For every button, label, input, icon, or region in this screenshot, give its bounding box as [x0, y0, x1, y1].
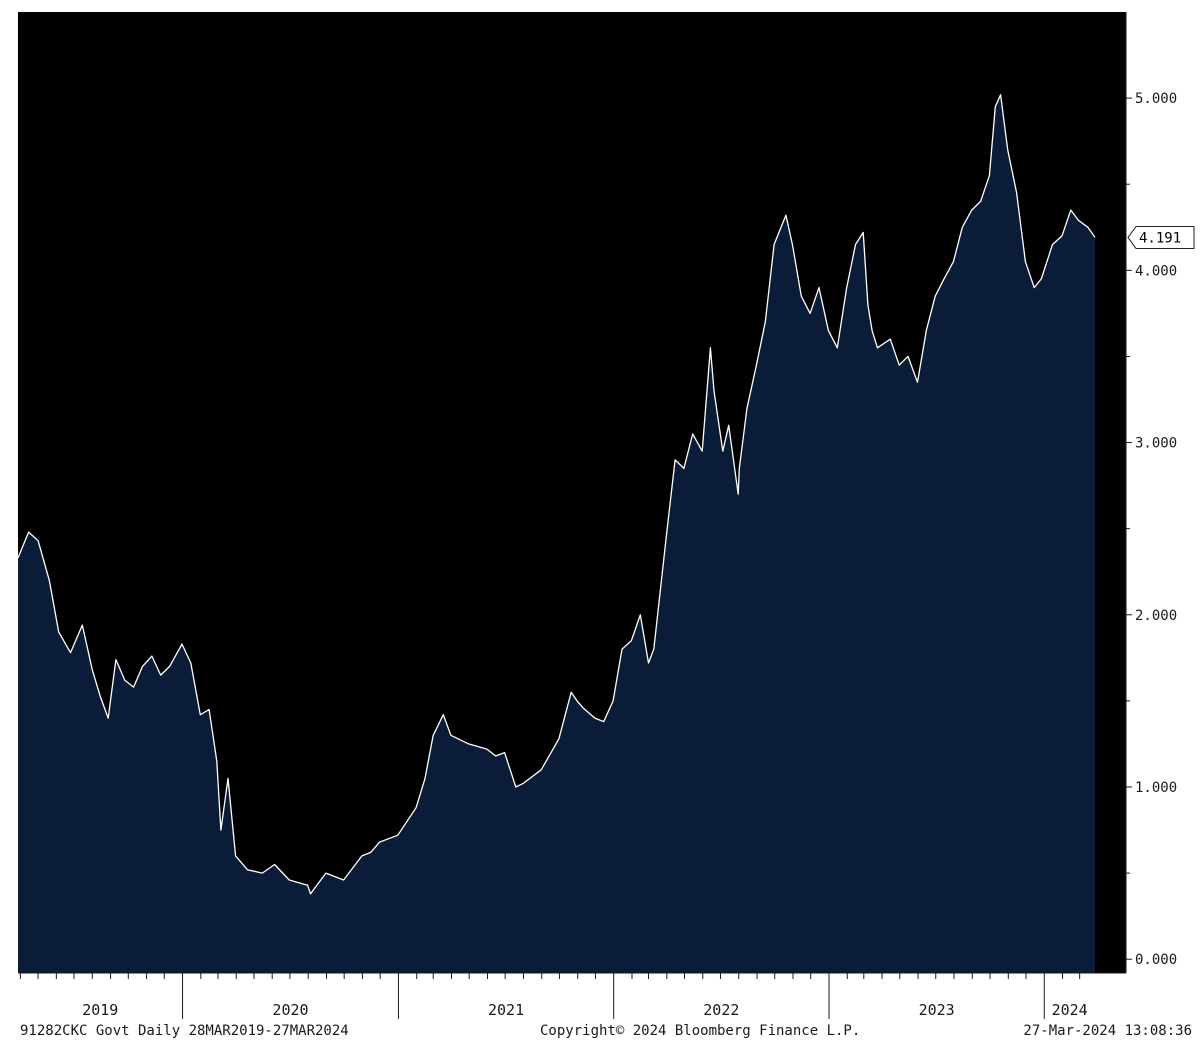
y-tick-label: 0.000: [1135, 952, 1177, 968]
footer-timestamp: 27-Mar-2024 13:08:36: [1023, 1023, 1192, 1039]
x-year-label: 2023: [919, 1001, 955, 1019]
y-tick-label: 4.000: [1135, 263, 1177, 279]
x-axis: 2019 2020 2021 2022 2023 2024: [19, 973, 1088, 1019]
x-year-label: 2021: [488, 1001, 524, 1019]
x-year-label: 2024: [1052, 1001, 1088, 1019]
y-tick-label: 5.000: [1135, 91, 1177, 107]
x-year-label: 2022: [703, 1001, 739, 1019]
y-tick-label: 1.000: [1135, 780, 1177, 796]
y-tick-label: 2.000: [1135, 608, 1177, 624]
last-value-badge: [1127, 225, 1195, 249]
last-value-marker: 4.191: [1127, 225, 1195, 249]
x-year-label: 2020: [272, 1001, 308, 1019]
y-tick-label: 3.000: [1135, 436, 1177, 452]
last-value-label: 4.191: [1139, 230, 1181, 246]
footer-security-info: 91282CKC Govt Daily 28MAR2019-27MAR2024: [20, 1023, 349, 1039]
series-area-fill: [18, 94, 1095, 973]
footer-copyright: Copyright© 2024 Bloomberg Finance L.P.: [540, 1023, 861, 1039]
x-year-label: 2019: [82, 1001, 118, 1019]
series-line: [17, 94, 1096, 895]
y-axis: 0.000 1.000 2.000 3.000 4.000 5.000: [1126, 91, 1177, 968]
